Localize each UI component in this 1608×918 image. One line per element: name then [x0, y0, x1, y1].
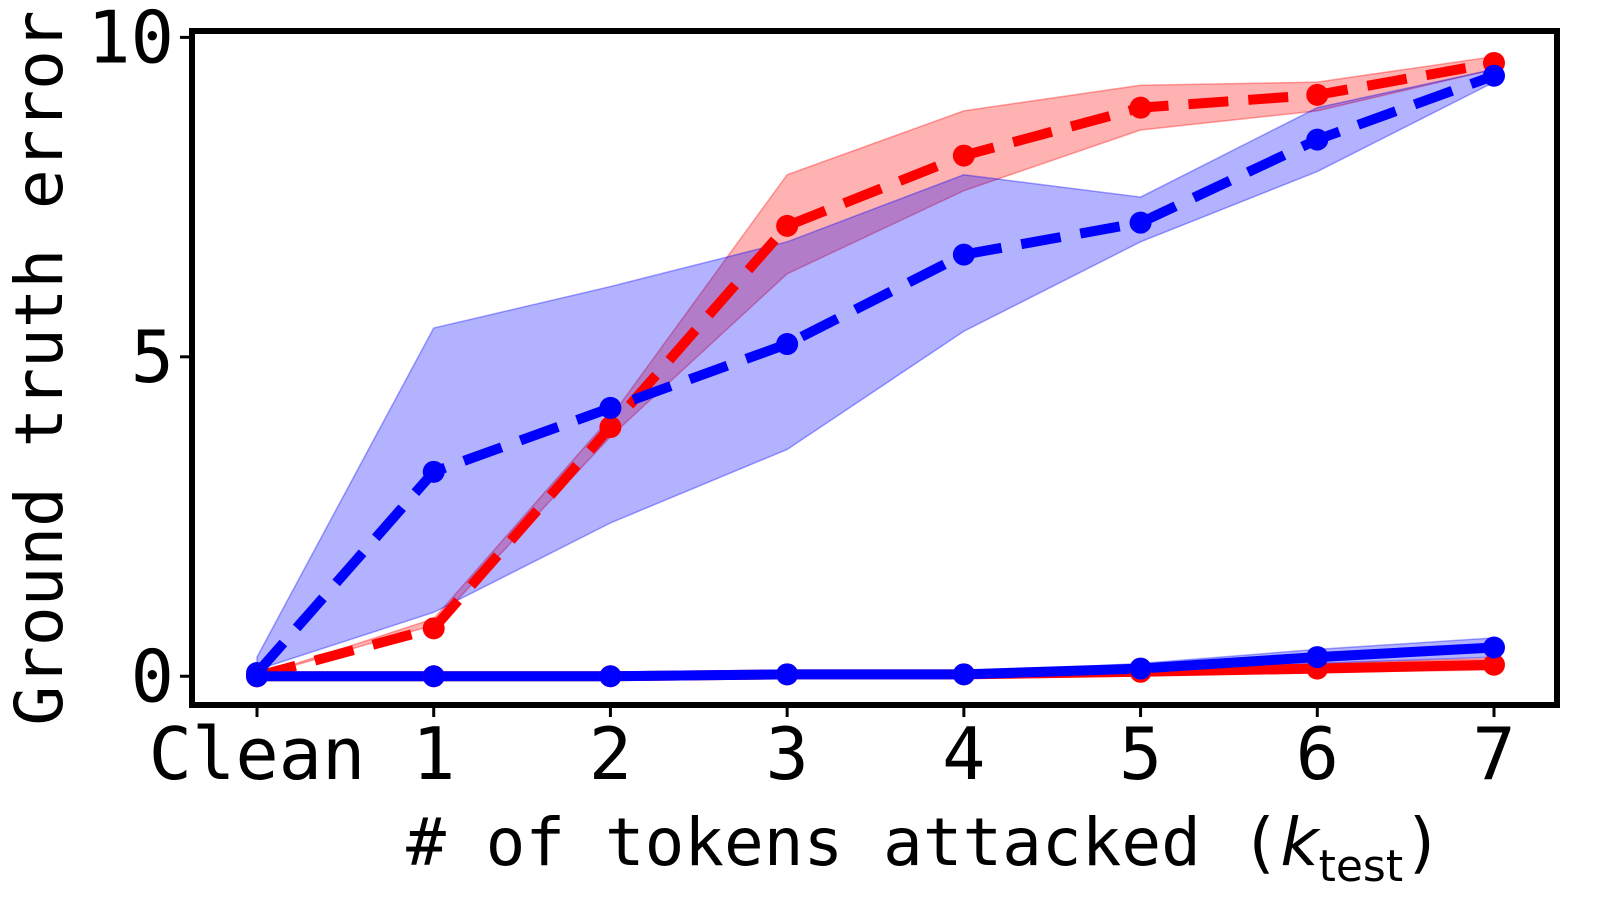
series-3-point-2 [599, 665, 622, 688]
series-0-point-4 [952, 144, 975, 167]
x-tick-label-7: 7 [1472, 712, 1515, 796]
series-0-point-2 [599, 416, 622, 439]
series-1-point-3 [776, 333, 799, 356]
series-3-point-4 [952, 663, 975, 686]
series-0-point-3 [776, 214, 799, 237]
x-tick-label-4: 4 [942, 712, 985, 796]
series-1-line [253, 71, 1496, 677]
plot-frame [189, 28, 1560, 708]
series-3-point-3 [776, 663, 799, 686]
x-tick-label-1: 1 [412, 712, 455, 796]
x-axis-label-close: ) [1403, 804, 1443, 881]
y-tick-label-1: 5 [131, 315, 174, 399]
series-1-point-1 [422, 460, 445, 483]
x-axis-label-variable: k [1280, 804, 1321, 881]
series-0-point-1 [422, 617, 445, 640]
x-axis-label-subscript: test [1319, 841, 1404, 892]
series-3-point-0 [246, 665, 268, 688]
x-axis-label-text: # of tokens attacked ( [406, 804, 1280, 881]
series-3-point-5 [1129, 657, 1152, 680]
series-1-point-2 [599, 396, 622, 419]
series-1-point-7 [1483, 64, 1505, 87]
x-tick-label-2: 2 [589, 712, 632, 796]
series-1-point-4 [952, 243, 975, 266]
y-tick-label-0: 0 [131, 634, 174, 718]
series-3-point-6 [1306, 646, 1329, 669]
x-tick-label-6: 6 [1296, 712, 1339, 796]
x-axis: Clean 1 2 3 4 5 6 7 [149, 705, 1516, 796]
series-3-point-1 [422, 665, 445, 688]
series-markers [246, 51, 1505, 688]
series-0-point-5 [1129, 96, 1152, 119]
y-axis-label: Ground truth error [1, 10, 78, 725]
y-tick-label-2: 10 [87, 0, 174, 79]
series-1-point-5 [1129, 211, 1152, 234]
y-axis: 0 5 10 [87, 0, 192, 718]
series-2-point-7 [1483, 653, 1505, 676]
x-tick-label-0: Clean [149, 712, 366, 796]
x-tick-label-3: 3 [765, 712, 808, 796]
x-tick-label-5: 5 [1119, 712, 1162, 796]
series-3-line [257, 642, 1495, 682]
series-0-line [255, 58, 1495, 682]
x-axis-label: # of tokens attacked (ktest) [406, 804, 1443, 892]
series-1-point-6 [1306, 128, 1329, 151]
series-lines [253, 58, 1496, 682]
series-3-point-7 [1483, 636, 1505, 659]
series-0-point-6 [1306, 83, 1329, 106]
